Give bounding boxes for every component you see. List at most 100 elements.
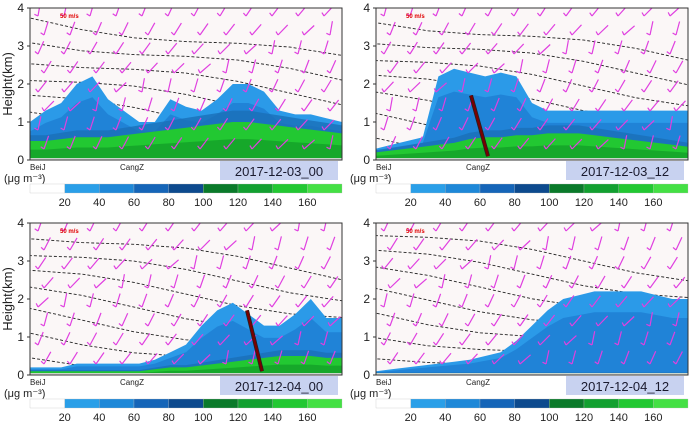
wind-barb <box>675 100 686 112</box>
date-label: 2017-12-03_00 <box>235 164 323 179</box>
colorbar-segment <box>237 398 273 409</box>
wind-barb-flag <box>458 227 463 232</box>
wind-barb-flag <box>615 12 619 17</box>
colorbar-segment <box>445 183 481 194</box>
wind-barb <box>389 312 396 327</box>
wind-barb <box>251 59 257 74</box>
wind-barb-flag <box>432 341 437 346</box>
wind-barb <box>225 137 236 150</box>
wind-barb-flag <box>413 284 417 289</box>
wind-barb <box>115 258 126 270</box>
wind-barb-flag <box>464 108 469 112</box>
wind-barb-flag <box>615 303 619 308</box>
wind-barb-flag <box>242 89 247 93</box>
wind-barb <box>441 22 450 36</box>
wind-barb <box>441 274 446 289</box>
wind-barb-flag <box>438 145 443 150</box>
wind-barb-flag <box>66 246 71 251</box>
wind-barb-flag <box>640 88 645 93</box>
wind-barb <box>513 78 519 93</box>
wind-barb-flag <box>191 227 195 232</box>
wind-barb-flag <box>301 322 305 327</box>
wind-barb <box>571 315 582 327</box>
wind-barb-flag <box>327 322 331 327</box>
wind-barb-flag <box>646 247 651 251</box>
wind-barb <box>115 332 124 346</box>
wind-barb <box>617 295 628 308</box>
wind-barb <box>43 312 49 327</box>
wind-barb-flag <box>275 322 279 327</box>
contour-line <box>30 237 342 281</box>
wind-barb <box>95 97 100 112</box>
wind-barb-flag <box>589 227 593 232</box>
wind-barb-flag <box>589 303 593 308</box>
wind-barb-flag <box>458 126 463 131</box>
wind-barb <box>623 236 630 251</box>
wind-barb-flag <box>511 227 515 232</box>
wind-barb-flag <box>112 50 117 55</box>
colorbar-tick-label: 80 <box>509 197 521 209</box>
wind-barb-flag <box>61 265 65 270</box>
colorbar-segment <box>307 183 343 194</box>
wind-barb-flag <box>248 70 253 74</box>
wind-barb <box>43 135 50 150</box>
wind-barb <box>415 278 427 289</box>
contour-line <box>376 42 688 86</box>
colorbar-segment <box>410 183 446 194</box>
wind-barb-flag <box>563 126 567 131</box>
wind-barb <box>513 223 522 232</box>
colorbar-segment <box>237 183 273 194</box>
wind-barb <box>591 79 599 93</box>
colorbar-unit: (μg m⁻³) <box>350 388 391 400</box>
wind-barb-flag <box>300 247 305 251</box>
wind-barb-flag <box>491 246 495 251</box>
colorbar-tick-label: 60 <box>128 197 140 209</box>
y-tick-label: 0 <box>17 153 24 167</box>
wind-barb-flag <box>380 127 385 131</box>
colorbar-tick-label: 140 <box>264 197 282 209</box>
wind-barb <box>597 99 607 112</box>
wind-barb <box>323 40 329 55</box>
wind-barb-flag <box>112 13 117 17</box>
wind-barb-flag <box>387 284 391 289</box>
wind-barb <box>271 40 276 55</box>
wind-barb <box>173 97 180 112</box>
wind-barb <box>329 350 336 365</box>
wind-barb <box>389 135 397 150</box>
wind-barb-flag <box>568 247 573 251</box>
wind-barb <box>121 238 131 251</box>
wind-barb <box>225 274 232 289</box>
wind-barb-flag <box>66 146 71 150</box>
wind-barb <box>141 223 148 232</box>
wind-barb-flag <box>490 31 495 36</box>
wind-barb <box>487 223 495 232</box>
wind-barb <box>571 24 582 36</box>
wind-barb-flag <box>93 284 97 289</box>
wind-barb-flag <box>112 304 117 308</box>
wind-barb-flag <box>490 285 495 289</box>
terrain <box>30 158 342 160</box>
wind-barb <box>167 8 173 17</box>
wind-barb-flag <box>145 246 149 251</box>
wind-barb-flag <box>568 361 573 365</box>
wind-barb <box>199 137 209 150</box>
wind-barb <box>675 135 681 150</box>
wind-barb-flag <box>113 88 117 93</box>
wind-barb-flag <box>222 285 227 289</box>
wind-barb <box>63 81 74 93</box>
wind-barb-flag <box>41 107 45 112</box>
colorbar-tick-label: 160 <box>644 412 662 424</box>
wind-barb-flag <box>34 127 39 131</box>
wind-barb-flag <box>216 126 221 131</box>
wind-barb-flag <box>542 247 547 251</box>
wind-barb <box>173 313 182 327</box>
wind-barb <box>487 294 495 308</box>
wind-barb-flag <box>190 89 195 93</box>
wind-barb <box>461 42 472 55</box>
wind-barb-flag <box>164 126 169 131</box>
wind-barb-flag <box>86 341 91 346</box>
wind-barb-flag <box>321 126 325 131</box>
y-tick-label: 3 <box>363 39 370 53</box>
wind-barb <box>95 21 103 36</box>
